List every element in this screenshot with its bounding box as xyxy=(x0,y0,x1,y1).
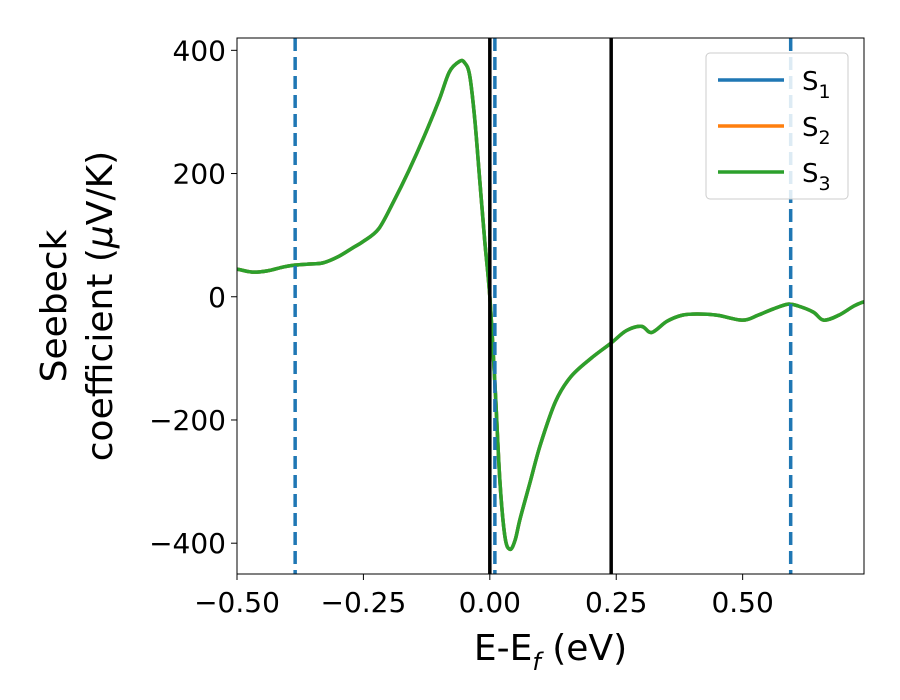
x-tick-label: 0.25 xyxy=(585,586,647,619)
y-tick-label: 0 xyxy=(208,281,226,314)
svg-text:Seebeck: Seebeck xyxy=(34,229,75,382)
x-tick-label: 0.50 xyxy=(711,586,773,619)
x-axis-label: E-Ef (eV) xyxy=(474,628,627,676)
x-tick-label: −0.50 xyxy=(194,586,280,619)
y-tick-label: −200 xyxy=(149,404,226,437)
x-tick-label: −0.25 xyxy=(321,586,407,619)
svg-text:coefficient (μV/K): coefficient (μV/K) xyxy=(80,151,121,461)
y-axis-label: Seebeck coefficient (μV/K) xyxy=(34,151,121,461)
y-tick-label: −400 xyxy=(149,527,226,560)
x-tick-label: 0.00 xyxy=(459,586,521,619)
y-tick-label: 200 xyxy=(173,158,226,191)
y-tick-label: 400 xyxy=(173,34,226,67)
